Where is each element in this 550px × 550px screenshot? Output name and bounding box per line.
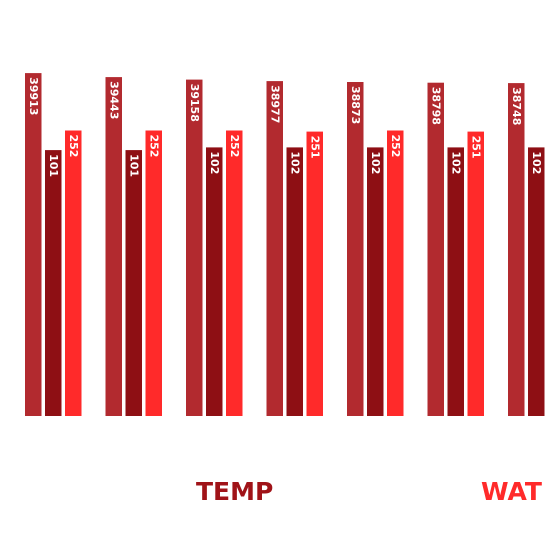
legend-label-wat: WAT xyxy=(481,477,542,506)
bar-6-series-3 xyxy=(467,131,484,416)
data-label-1-series-3: 252 xyxy=(67,135,80,158)
bar-group-2: 39443 101 252 xyxy=(105,77,162,416)
data-label-4-series-3: 251 xyxy=(308,136,321,159)
bar-group-5: 38873 102 252 xyxy=(347,82,404,416)
legend-label-temp: TEMP xyxy=(196,477,273,506)
bar-group-7: 38748 102 xyxy=(508,83,545,416)
bar-3-series-2 xyxy=(206,147,223,416)
data-label-6-series-2: 102 xyxy=(449,151,462,174)
bars-layer: 39913 101 252 39443 101 252 39158 102 252 38977 10… xyxy=(25,73,545,416)
data-label-4-series-2: 102 xyxy=(288,151,301,174)
data-label-3-series-3: 252 xyxy=(228,135,241,158)
bar-group-1: 39913 101 252 xyxy=(25,73,82,416)
data-label-1-series-1: 39913 xyxy=(27,77,40,115)
data-label-3-series-2: 102 xyxy=(208,151,221,174)
data-label-2-series-2: 101 xyxy=(127,154,140,177)
bar-4-series-1 xyxy=(266,81,283,416)
data-label-7-series-1: 38748 xyxy=(510,87,523,125)
bar-7-series-1 xyxy=(508,83,525,416)
data-label-5-series-3: 252 xyxy=(389,135,402,158)
data-label-2-series-3: 252 xyxy=(147,135,160,158)
bar-2-series-1 xyxy=(105,77,122,416)
bar-6-series-1 xyxy=(427,82,444,416)
data-label-2-series-1: 39443 xyxy=(107,81,120,119)
bar-1-series-2 xyxy=(45,150,62,416)
bar-group-3: 39158 102 252 xyxy=(186,79,243,416)
bar-4-series-3 xyxy=(306,131,323,416)
data-label-6-series-1: 38798 xyxy=(429,87,442,125)
bar-1-series-3 xyxy=(65,130,82,416)
bar-group-4: 38977 102 251 xyxy=(266,81,323,416)
bar-2-series-2 xyxy=(125,150,142,416)
bar-2-series-3 xyxy=(145,130,162,416)
bar-5-series-2 xyxy=(367,147,384,416)
data-label-5-series-2: 102 xyxy=(369,151,382,174)
data-label-4-series-1: 38977 xyxy=(268,85,281,123)
bar-6-series-2 xyxy=(447,147,464,416)
bar-group-6: 38798 102 251 xyxy=(427,82,484,416)
data-label-1-series-2: 101 xyxy=(47,154,60,177)
bar-5-series-3 xyxy=(387,130,404,416)
bar-3-series-1 xyxy=(186,79,203,416)
bar-4-series-2 xyxy=(286,147,303,416)
legend: TEMP WAT xyxy=(196,477,542,506)
bar-7-series-2 xyxy=(528,147,545,416)
bar-3-series-3 xyxy=(226,130,243,416)
data-label-6-series-3: 251 xyxy=(469,136,482,159)
bar-5-series-1 xyxy=(347,82,364,416)
data-label-5-series-1: 38873 xyxy=(349,86,362,124)
data-label-7-series-2: 102 xyxy=(530,151,543,174)
bar-1-series-1 xyxy=(25,73,42,416)
data-label-3-series-1: 39158 xyxy=(188,84,201,122)
